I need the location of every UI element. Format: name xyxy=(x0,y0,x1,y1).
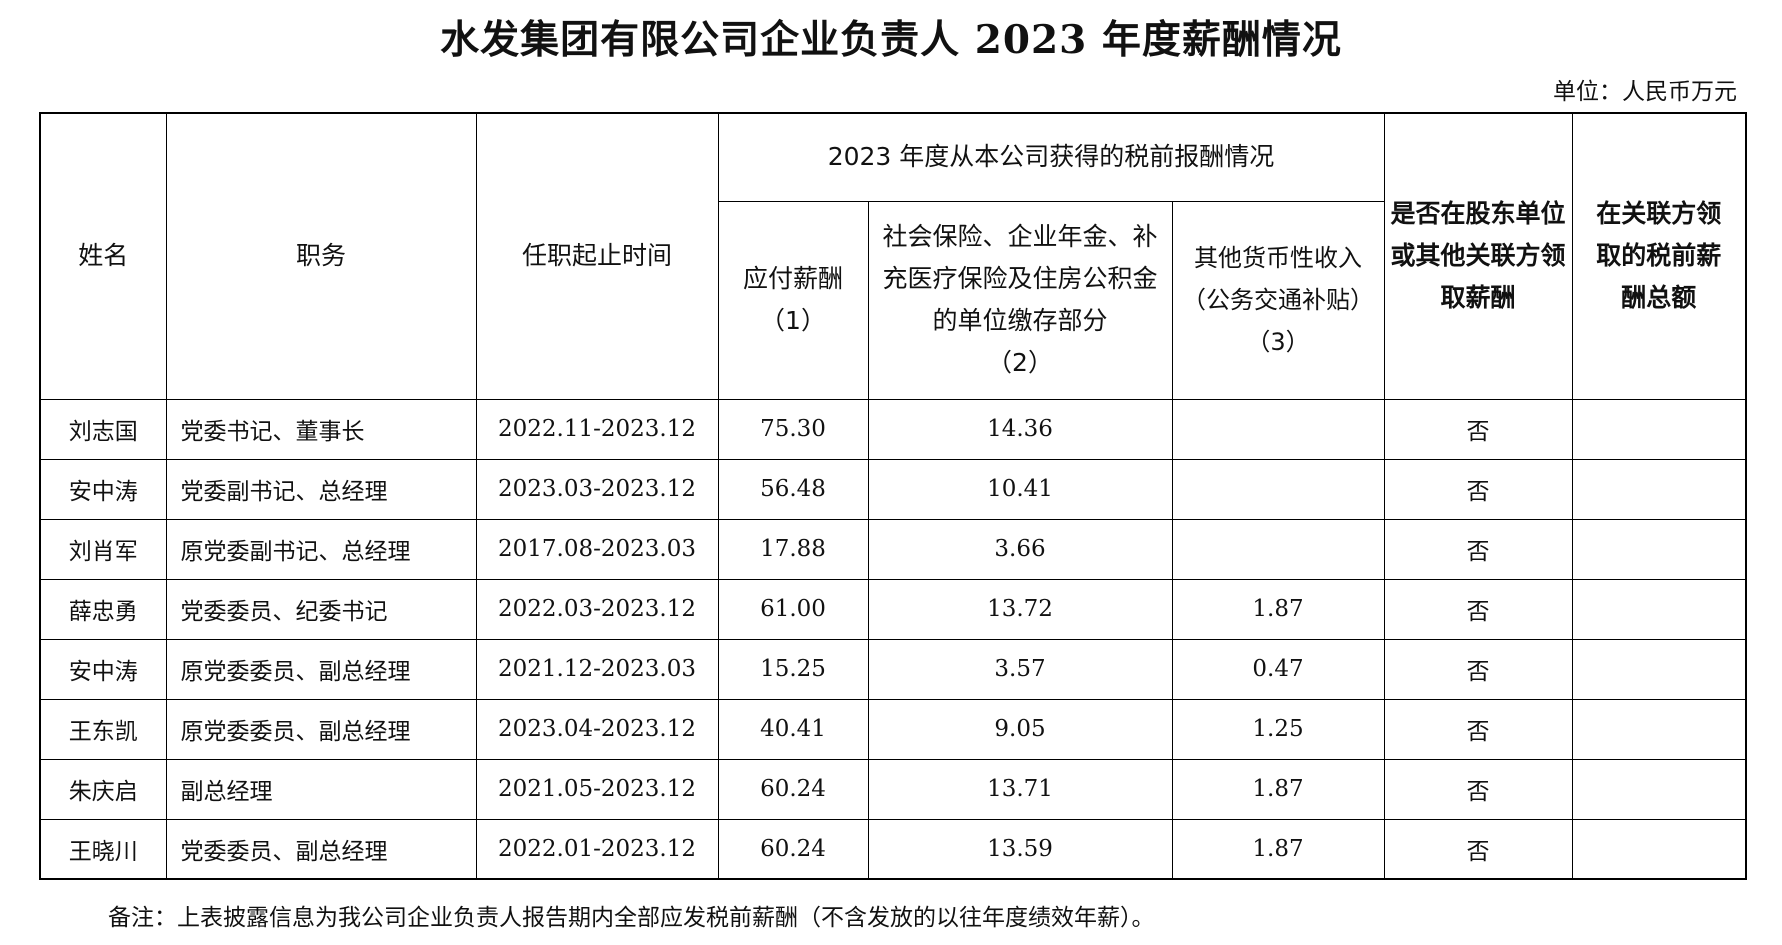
cell-insurance: 13.72 xyxy=(867,578,1173,640)
cell-related xyxy=(1571,518,1747,580)
cell-name: 朱庆启 xyxy=(39,758,167,820)
cell-related xyxy=(1571,818,1747,880)
cell-related xyxy=(1571,458,1747,520)
unit-label: 单位：人民币万元 xyxy=(1553,79,1737,105)
cell-salary: 61.00 xyxy=(717,578,869,640)
table-row: 王晓川 党委委员、副总经理 2022.01-2023.12 60.24 13.5… xyxy=(39,818,1747,880)
cell-insurance: 14.36 xyxy=(867,398,1173,460)
cell-other xyxy=(1171,398,1385,460)
header-shareholder-pay: 是否在股东单位或其他关联方领取薪酬 xyxy=(1383,112,1573,400)
cell-position: 原党委委员、副总经理 xyxy=(165,638,477,700)
cell-insurance: 10.41 xyxy=(867,458,1173,520)
cell-other: 1.87 xyxy=(1171,578,1385,640)
cell-shareholder: 否 xyxy=(1383,758,1573,820)
cell-name: 王晓川 xyxy=(39,818,167,880)
table-row: 朱庆启 副总经理 2021.05-2023.12 60.24 13.71 1.8… xyxy=(39,758,1747,820)
cell-salary: 17.88 xyxy=(717,518,869,580)
cell-name: 刘肖军 xyxy=(39,518,167,580)
cell-salary: 15.25 xyxy=(717,638,869,700)
cell-position: 党委书记、董事长 xyxy=(165,398,477,460)
cell-other: 1.87 xyxy=(1171,818,1385,880)
cell-shareholder: 否 xyxy=(1383,698,1573,760)
cell-name: 王东凯 xyxy=(39,698,167,760)
cell-shareholder: 否 xyxy=(1383,638,1573,700)
cell-insurance: 13.71 xyxy=(867,758,1173,820)
table-row: 刘肖军 原党委副书记、总经理 2017.08-2023.03 17.88 3.6… xyxy=(39,518,1747,580)
cell-related xyxy=(1571,578,1747,640)
cell-term: 2023.04-2023.12 xyxy=(475,698,719,760)
cell-salary: 56.48 xyxy=(717,458,869,520)
cell-position: 原党委委员、副总经理 xyxy=(165,698,477,760)
cell-related xyxy=(1571,698,1747,760)
cell-term: 2022.01-2023.12 xyxy=(475,818,719,880)
cell-shareholder: 否 xyxy=(1383,818,1573,880)
header-other-number: （3） xyxy=(1246,328,1310,356)
cell-term: 2023.03-2023.12 xyxy=(475,458,719,520)
header-insurance-number: （2） xyxy=(987,348,1053,377)
cell-salary: 40.41 xyxy=(717,698,869,760)
cell-position: 党委委员、副总经理 xyxy=(165,818,477,880)
header-insurance: 社会保险、企业年金、补充医疗保险及住房公积金的单位缴存部分 （2） xyxy=(867,200,1173,400)
cell-name: 安中涛 xyxy=(39,458,167,520)
cell-other xyxy=(1171,458,1385,520)
cell-insurance: 3.57 xyxy=(867,638,1173,700)
cell-name: 安中涛 xyxy=(39,638,167,700)
header-position: 职务 xyxy=(165,112,477,400)
cell-other: 0.47 xyxy=(1171,638,1385,700)
cell-salary: 60.24 xyxy=(717,758,869,820)
page-title: 水发集团有限公司企业负责人 2023 年度薪酬情况 xyxy=(440,17,1342,63)
table-row: 安中涛 原党委委员、副总经理 2021.12-2023.03 15.25 3.5… xyxy=(39,638,1747,700)
cell-term: 2021.05-2023.12 xyxy=(475,758,719,820)
cell-position: 原党委副书记、总经理 xyxy=(165,518,477,580)
cell-insurance: 13.59 xyxy=(867,818,1173,880)
cell-insurance: 3.66 xyxy=(867,518,1173,580)
cell-position: 党委委员、纪委书记 xyxy=(165,578,477,640)
compensation-table: 姓名 职务 任职起止时间 2023 年度从本公司获得的税前报酬情况 是否在股东单… xyxy=(39,112,1748,880)
cell-shareholder: 否 xyxy=(1383,398,1573,460)
header-salary-number: （1） xyxy=(760,306,826,335)
cell-position: 党委副书记、总经理 xyxy=(165,458,477,520)
table-row: 薛忠勇 党委委员、纪委书记 2022.03-2023.12 61.00 13.7… xyxy=(39,578,1747,640)
cell-term: 2017.08-2023.03 xyxy=(475,518,719,580)
cell-insurance: 9.05 xyxy=(867,698,1173,760)
table-row: 安中涛 党委副书记、总经理 2023.03-2023.12 56.48 10.4… xyxy=(39,458,1747,520)
cell-position: 副总经理 xyxy=(165,758,477,820)
cell-shareholder: 否 xyxy=(1383,458,1573,520)
cell-other: 1.87 xyxy=(1171,758,1385,820)
header-name: 姓名 xyxy=(39,112,167,400)
header-compensation-group: 2023 年度从本公司获得的税前报酬情况 xyxy=(717,112,1385,202)
header-salary: 应付薪酬 （1） xyxy=(717,200,869,400)
cell-name: 刘志国 xyxy=(39,398,167,460)
header-other-income: 其他货币性收入（公务交通补贴） （3） xyxy=(1171,200,1385,400)
header-insurance-label: 社会保险、企业年金、补充医疗保险及住房公积金的单位缴存部分 xyxy=(882,222,1158,335)
cell-term: 2022.03-2023.12 xyxy=(475,578,719,640)
header-term: 任职起止时间 xyxy=(475,112,719,400)
header-other-label: 其他货币性收入（公务交通补贴） xyxy=(1182,244,1374,314)
cell-name: 薛忠勇 xyxy=(39,578,167,640)
cell-other: 1.25 xyxy=(1171,698,1385,760)
table-row: 刘志国 党委书记、董事长 2022.11-2023.12 75.30 14.36… xyxy=(39,398,1747,460)
cell-other xyxy=(1171,518,1385,580)
cell-term: 2022.11-2023.12 xyxy=(475,398,719,460)
cell-shareholder: 否 xyxy=(1383,578,1573,640)
footnote: 备注：上表披露信息为我公司企业负责人报告期内全部应发税前薪酬（不含发放的以往年度… xyxy=(108,905,1155,931)
header-salary-label: 应付薪酬 xyxy=(742,264,843,293)
table-row: 王东凯 原党委委员、副总经理 2023.04-2023.12 40.41 9.0… xyxy=(39,698,1747,760)
cell-related xyxy=(1571,758,1747,820)
cell-shareholder: 否 xyxy=(1383,518,1573,580)
header-related-pay-total: 在关联方领取的税前薪酬总额 xyxy=(1571,112,1747,400)
cell-term: 2021.12-2023.03 xyxy=(475,638,719,700)
cell-salary: 60.24 xyxy=(717,818,869,880)
cell-salary: 75.30 xyxy=(717,398,869,460)
cell-related xyxy=(1571,638,1747,700)
cell-related xyxy=(1571,398,1747,460)
